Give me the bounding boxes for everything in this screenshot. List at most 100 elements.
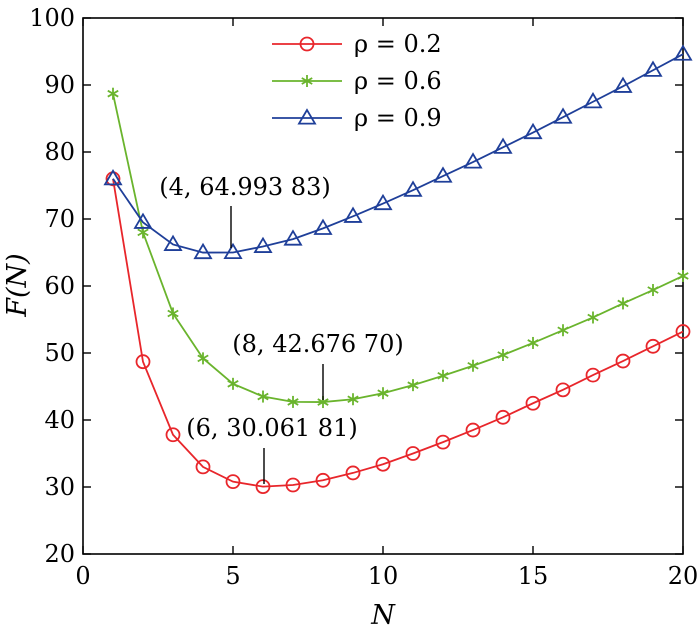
asterisk-stroke xyxy=(287,398,299,406)
data-point xyxy=(525,395,541,411)
data-point xyxy=(103,169,123,186)
data-point xyxy=(673,44,693,61)
y-tick-label: 40 xyxy=(44,406,75,434)
data-point xyxy=(405,446,421,461)
data-point xyxy=(193,242,213,260)
data-point xyxy=(343,206,363,223)
data-point xyxy=(377,387,389,400)
data-point xyxy=(555,382,571,398)
data-point xyxy=(163,234,183,251)
asterisk-stroke xyxy=(527,339,539,347)
data-point xyxy=(287,395,299,408)
data-point xyxy=(301,75,313,87)
legend: ρ = 0.2 ρ = 0.6 ρ = 0.9 xyxy=(272,30,442,132)
data-point xyxy=(615,353,631,369)
data-point xyxy=(257,390,269,403)
asterisk-stroke xyxy=(377,389,389,397)
y-tick-label: 70 xyxy=(44,205,75,233)
series-2 xyxy=(103,44,693,260)
annotation: (4, 64.993 83) xyxy=(159,173,331,248)
asterisk-stroke xyxy=(107,89,119,98)
series-0 xyxy=(105,171,691,494)
axes: 0 5 10 15 20 20 30 40 50 60 70 80 90 100 xyxy=(29,4,698,590)
asterisk-stroke xyxy=(167,309,179,318)
series-layer xyxy=(103,44,693,494)
legend-label: ρ = 0.9 xyxy=(354,104,442,132)
data-point xyxy=(407,379,419,392)
asterisk-stroke xyxy=(677,272,689,280)
data-point xyxy=(523,122,543,140)
data-point xyxy=(647,284,659,297)
data-point xyxy=(527,336,539,349)
data-point xyxy=(315,472,331,488)
asterisk-stroke xyxy=(587,313,599,322)
data-point xyxy=(557,324,569,337)
plot-frame xyxy=(82,17,684,555)
data-point xyxy=(347,393,359,406)
data-point xyxy=(107,87,119,100)
annotation-label: (6, 30.061 81) xyxy=(186,414,357,442)
data-point xyxy=(467,359,479,372)
data-point xyxy=(643,60,663,77)
x-tick-label: 15 xyxy=(518,562,549,590)
asterisk-stroke xyxy=(257,392,269,401)
data-point xyxy=(165,427,181,443)
data-point xyxy=(435,434,451,450)
x-tick-label: 20 xyxy=(668,562,699,590)
data-point xyxy=(313,218,333,235)
data-point xyxy=(465,422,481,438)
data-point xyxy=(433,166,453,183)
y-tick-label: 80 xyxy=(44,138,75,166)
data-point xyxy=(167,307,179,320)
annotations: (4, 64.993 83) (8, 42.676 70) (6, 30.061 8… xyxy=(159,173,404,484)
data-point xyxy=(587,311,599,324)
data-point xyxy=(613,76,633,93)
data-point xyxy=(253,236,273,253)
data-point xyxy=(297,108,317,125)
asterisk-stroke xyxy=(617,299,629,308)
data-point xyxy=(195,459,211,475)
data-point xyxy=(645,338,661,354)
data-point xyxy=(345,465,361,481)
y-axis-label: F(N) xyxy=(2,253,33,317)
asterisk-stroke xyxy=(647,286,659,294)
data-point xyxy=(299,36,315,52)
annotation-label: (8, 42.676 70) xyxy=(232,330,403,358)
annotation-label: (4, 64.993 83) xyxy=(159,173,330,201)
y-tick-label: 90 xyxy=(44,71,75,99)
data-point xyxy=(585,367,601,383)
asterisk-stroke xyxy=(227,380,239,388)
legend-label: ρ = 0.2 xyxy=(354,30,442,58)
legend-label: ρ = 0.6 xyxy=(354,67,442,95)
data-point xyxy=(133,212,153,229)
data-point xyxy=(403,180,423,197)
data-point xyxy=(677,269,689,282)
asterisk-stroke xyxy=(437,371,449,380)
x-tick-label: 10 xyxy=(368,562,399,590)
asterisk-stroke xyxy=(197,354,209,363)
data-point xyxy=(285,477,301,493)
asterisk-stroke xyxy=(347,395,359,404)
y-tick-label: 20 xyxy=(44,540,75,568)
data-point xyxy=(463,152,483,169)
data-point xyxy=(283,229,303,246)
y-tick-label: 60 xyxy=(44,272,75,300)
x-tick-label: 5 xyxy=(225,562,240,590)
legend-item: ρ = 0.2 xyxy=(272,30,442,58)
asterisk-stroke xyxy=(317,398,329,406)
asterisk-stroke xyxy=(137,228,149,237)
data-point xyxy=(255,479,271,494)
data-point xyxy=(497,349,509,362)
data-point xyxy=(135,354,151,370)
data-point xyxy=(583,91,603,109)
asterisk-stroke xyxy=(497,351,509,359)
y-tick-label: 30 xyxy=(44,473,75,501)
data-point xyxy=(197,352,209,365)
data-point xyxy=(495,409,511,425)
legend-item: ρ = 0.6 xyxy=(272,67,442,95)
x-tick-label: 0 xyxy=(75,562,90,590)
annotation: (8, 42.676 70) xyxy=(232,330,404,400)
data-point xyxy=(493,137,513,154)
asterisk-stroke xyxy=(557,326,569,335)
